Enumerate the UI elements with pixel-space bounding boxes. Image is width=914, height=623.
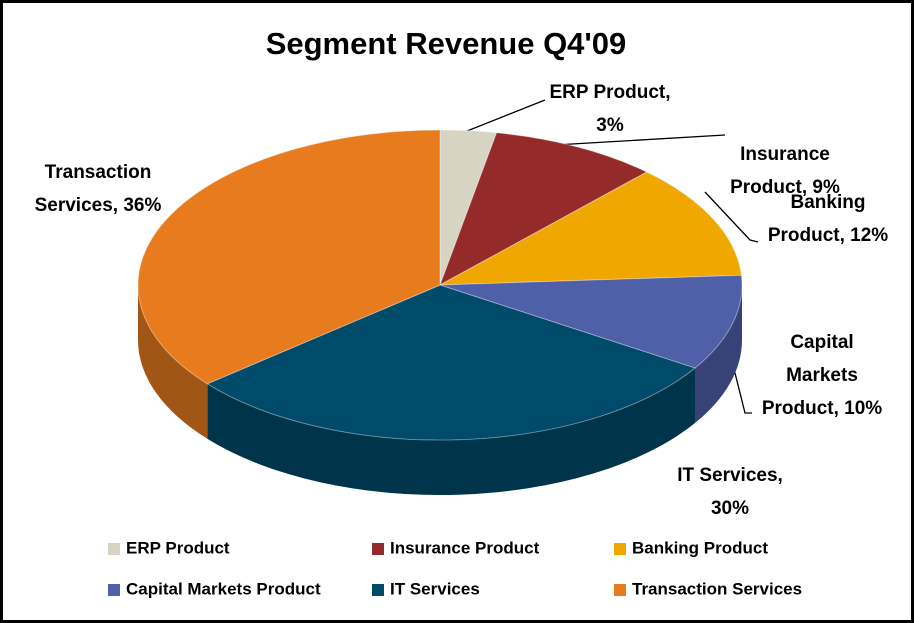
- legend-swatch: [614, 543, 626, 555]
- slice-side: [207, 368, 695, 495]
- data-label: Insurance Product, 9%: [730, 144, 840, 198]
- data-label-line: Product, 12%: [768, 225, 888, 246]
- data-label-line: 3%: [596, 115, 624, 136]
- legend-swatch: [108, 543, 120, 555]
- slice: [206, 284, 697, 441]
- chart-title: Segment Revenue Q4'09: [266, 26, 627, 61]
- data-label-line: Product, 10%: [762, 398, 882, 419]
- data-label: Transaction Services, 36%: [35, 162, 162, 216]
- data-label-line: Banking: [791, 192, 866, 213]
- leader-line: [704, 191, 759, 243]
- data-label-line: Markets: [786, 365, 858, 386]
- data-label-line: 30%: [711, 498, 749, 519]
- data-label-line: Capital: [790, 332, 853, 353]
- data-label-line: IT Services,: [677, 465, 783, 486]
- legend-label: ERP Product: [126, 538, 230, 557]
- slice-side: [694, 285, 742, 424]
- slice-side: [138, 285, 208, 439]
- legend-swatch: [108, 584, 120, 596]
- leader-line: [554, 134, 726, 146]
- slice: [439, 171, 742, 286]
- legend-label: Transaction Services: [632, 579, 802, 598]
- legend-swatch: [372, 543, 384, 555]
- data-label-line: Product, 9%: [730, 177, 840, 198]
- data-label-line: Transaction: [45, 162, 152, 183]
- data-label: Banking Product, 12%: [768, 192, 888, 246]
- legend-label: Insurance Product: [390, 538, 540, 557]
- leader-line: [461, 99, 546, 134]
- legend-label: Banking Product: [632, 538, 768, 557]
- legend-label: Capital Markets Product: [126, 579, 321, 598]
- data-label-line: Insurance: [740, 144, 830, 165]
- slice: [439, 132, 648, 287]
- legend-swatch: [372, 584, 384, 596]
- legend-swatch: [614, 584, 626, 596]
- data-label: ERP Product, 3%: [549, 82, 670, 136]
- slice: [439, 129, 498, 286]
- slice: [137, 129, 441, 385]
- data-label-line: ERP Product,: [549, 82, 670, 103]
- legend-label: IT Services: [390, 579, 480, 598]
- slice: [439, 274, 743, 369]
- data-label-line: Services, 36%: [35, 195, 162, 216]
- data-label: IT Services, 30%: [677, 465, 783, 519]
- data-label: Capital Markets Product, 10%: [762, 332, 882, 419]
- leader-lines: [461, 99, 759, 414]
